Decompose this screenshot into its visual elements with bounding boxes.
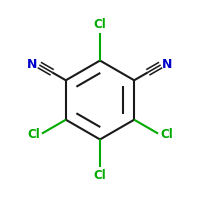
Text: Cl: Cl	[94, 18, 106, 31]
Text: N: N	[162, 58, 173, 71]
Text: Cl: Cl	[27, 128, 40, 141]
Text: Cl: Cl	[94, 169, 106, 182]
Text: N: N	[27, 58, 38, 71]
Text: Cl: Cl	[160, 128, 173, 141]
